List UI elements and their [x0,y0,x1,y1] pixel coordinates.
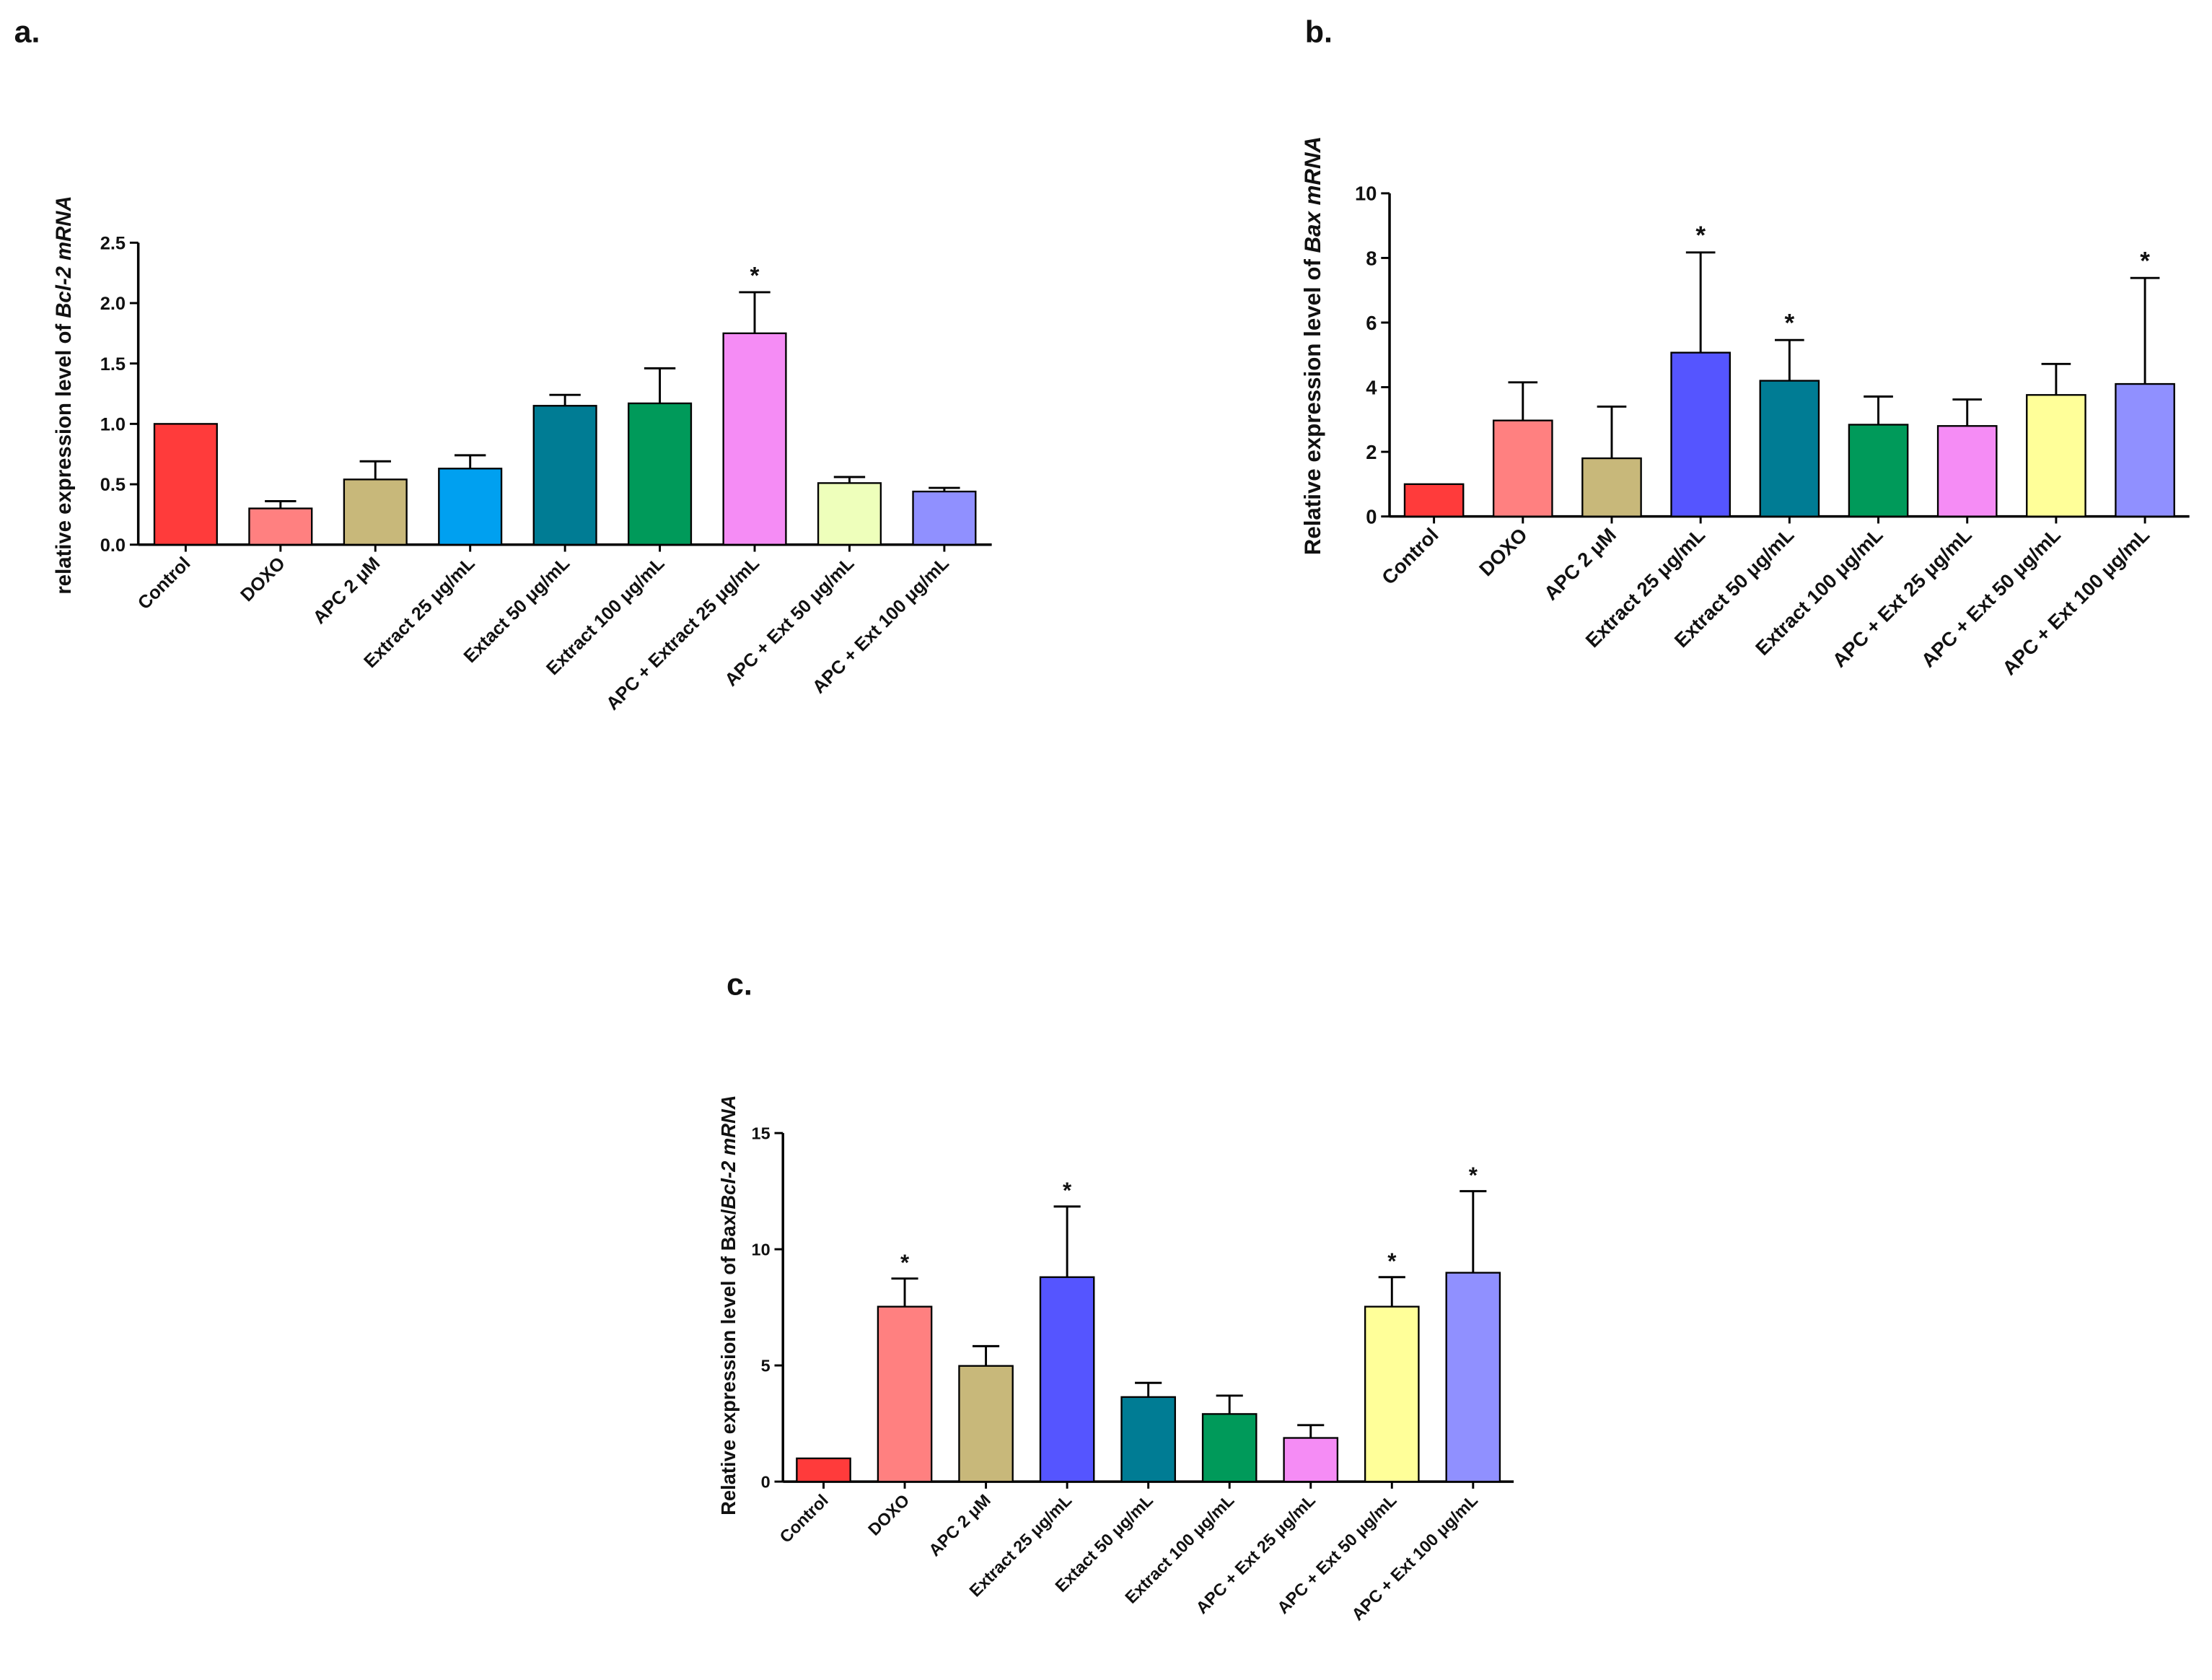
bar [1120,1396,1176,1483]
bar [1759,380,1820,517]
y-tick-label: 0.5 [100,475,126,495]
x-tick-label: Control [134,554,195,614]
y-tick-label: 10 [752,1241,771,1259]
y-axis-label-italic: Bax mRNA [1300,136,1325,253]
y-tick-label: 1.5 [100,354,126,375]
x-tick-label: APC + Ext 100 μg/mL [1998,523,2154,679]
y-axis-label-text: Relative expression level of [1300,253,1325,555]
bar [958,1365,1014,1483]
significance-marker: * [1063,1178,1072,1203]
y-tick-label: 1.0 [100,415,126,435]
x-tick-label: DOXO [864,1491,913,1539]
x-tick-label: DOXO [1475,523,1532,580]
panel-label: c. [727,967,752,1002]
y-tick-label: 8 [1366,247,1377,269]
bar [628,402,693,546]
y-tick-label: 2.5 [100,233,126,253]
significance-marker: * [1784,309,1794,337]
x-tick-label: Control [776,1491,832,1546]
bar [796,1457,851,1483]
y-tick-label: 0 [761,1473,771,1492]
bar [1283,1437,1339,1483]
y-tick-label: 2 [1366,441,1377,463]
y-tick-label: 15 [752,1124,771,1143]
bar [343,478,408,546]
y-axis-label: Relative expression level of Bax mRNA [1300,136,1325,555]
y-tick-label: 2.0 [100,294,126,314]
y-axis-label-italic: Bcl-2 mRNA [52,196,76,318]
bar [248,507,313,546]
y-tick-label: 4 [1366,376,1377,398]
x-tick-label: Control [1377,523,1443,589]
significance-marker: * [1695,222,1706,250]
significance-marker: * [2140,247,2150,275]
bar [877,1305,933,1483]
bar [1445,1272,1501,1483]
y-tick-label: 5 [761,1357,771,1375]
significance-marker: * [900,1250,910,1275]
bar [722,332,787,546]
bar [1848,424,1909,517]
significance-marker: * [750,263,760,289]
bar [1403,483,1465,517]
bar [912,490,977,546]
y-tick-label: 0.0 [100,535,126,556]
bar [532,405,597,546]
bar [2115,382,2175,517]
panel-label: a. [14,15,40,50]
y-axis-label-italic: Bcl-2 mRNA [717,1095,739,1209]
significance-marker: * [1387,1248,1397,1274]
bar [1936,425,1998,517]
y-axis-label-text: Relative expression level of Bax/ [717,1209,739,1515]
bar [438,468,503,546]
bar [1364,1305,1420,1483]
y-axis-label: Relative expression level of Bax/Bcl-2 m… [717,1095,739,1515]
bar [153,423,218,546]
y-tick-label: 10 [1355,183,1377,205]
bar [2026,394,2086,517]
x-tick-label: APC 2 μM [1540,523,1620,604]
bar [1201,1413,1258,1483]
y-tick-label: 6 [1366,312,1377,334]
bar [1492,419,1553,517]
x-tick-label: DOXO [237,554,289,606]
y-axis-label-text: relative expression level of [52,318,76,595]
x-tick-label: APC 2 μM [925,1491,994,1560]
significance-marker: * [1469,1163,1478,1188]
x-tick-label: APC + Extract 25 μg/mL [602,554,763,714]
y-axis-label: relative expression level of Bcl-2 mRNA [52,196,76,594]
bar [817,482,882,546]
bar [1039,1276,1095,1483]
panel-label: b. [1305,15,1333,50]
bar [1581,457,1642,517]
y-tick-label: 0 [1366,506,1377,528]
x-tick-label: APC 2 μM [310,554,385,629]
bar [1670,351,1731,517]
